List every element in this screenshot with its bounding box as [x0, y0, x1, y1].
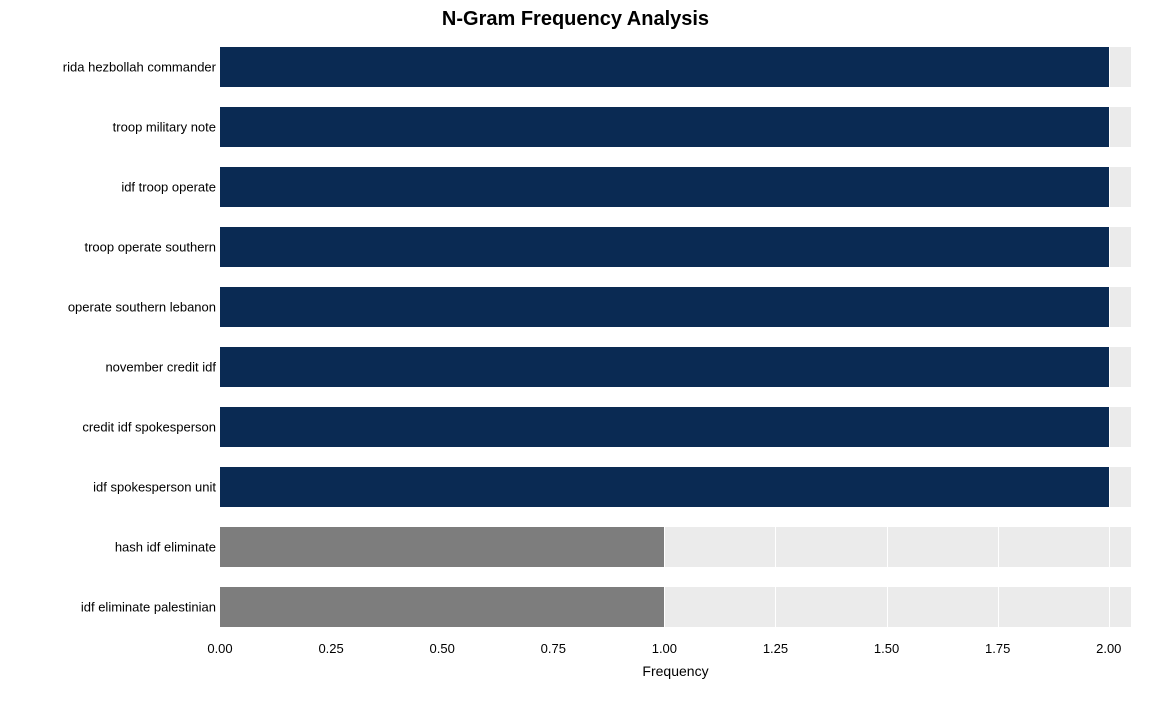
bar — [220, 407, 1109, 448]
x-tick-label: 1.25 — [763, 641, 788, 656]
y-tick-label: operate southern lebanon — [68, 300, 216, 315]
plot-area: rida hezbollah commander troop military n… — [10, 37, 1141, 637]
vgrid-line — [1109, 37, 1110, 637]
y-tick-label: idf spokesperson unit — [93, 480, 216, 495]
y-tick-label: november credit idf — [105, 360, 216, 375]
x-tick-label: 0.25 — [318, 641, 343, 656]
chart-title: N-Gram Frequency Analysis — [10, 8, 1141, 31]
y-tick-label: troop operate southern — [84, 240, 216, 255]
bar — [220, 47, 1109, 88]
x-tick-label: 1.00 — [652, 641, 677, 656]
bar — [220, 467, 1109, 508]
x-axis-title: Frequency — [642, 663, 708, 679]
y-tick-label: credit idf spokesperson — [82, 420, 216, 435]
y-tick-label: idf troop operate — [121, 180, 216, 195]
y-tick-label: rida hezbollah commander — [63, 60, 216, 75]
x-tick-label: 1.50 — [874, 641, 899, 656]
bars-area — [220, 37, 1131, 637]
bar — [220, 587, 664, 628]
ngram-chart: N-Gram Frequency Analysis rida hezbollah… — [0, 0, 1151, 701]
x-tick-label: 2.00 — [1096, 641, 1121, 656]
y-axis-labels: rida hezbollah commander troop military n… — [10, 37, 220, 637]
y-tick-label: idf eliminate palestinian — [81, 600, 216, 615]
x-tick-label: 0.00 — [207, 641, 232, 656]
bar — [220, 227, 1109, 268]
x-tick-label: 0.75 — [541, 641, 566, 656]
x-tick-label: 0.50 — [430, 641, 455, 656]
bar — [220, 287, 1109, 328]
bar — [220, 527, 664, 568]
bar — [220, 107, 1109, 148]
x-axis: Frequency 0.000.250.500.751.001.251.501.… — [220, 637, 1131, 687]
y-tick-label: troop military note — [113, 120, 216, 135]
bar — [220, 347, 1109, 388]
x-tick-label: 1.75 — [985, 641, 1010, 656]
y-tick-label: hash idf eliminate — [115, 540, 216, 555]
bar — [220, 167, 1109, 208]
